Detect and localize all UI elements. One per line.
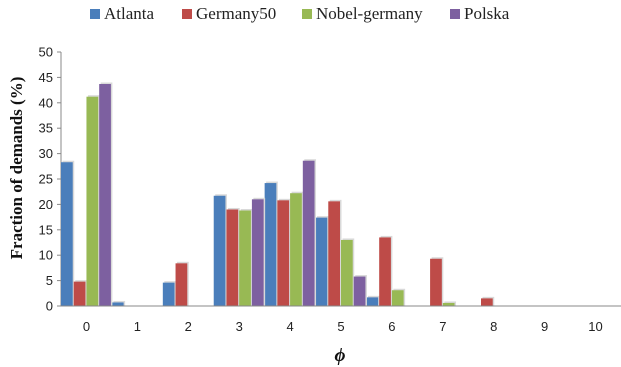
bar bbox=[239, 210, 251, 306]
y-tick-label: 10 bbox=[39, 248, 53, 263]
x-tick-label: 5 bbox=[337, 319, 344, 334]
legend-label: Atlanta bbox=[104, 4, 154, 23]
y-tick-label: 35 bbox=[39, 121, 53, 136]
legend-item: Atlanta bbox=[90, 4, 154, 23]
y-tick-label: 20 bbox=[39, 197, 53, 212]
bar bbox=[290, 193, 302, 306]
y-axis-ticks: 0 5 10 15 20 25 30 35 40 45 50 bbox=[39, 45, 61, 314]
y-axis-label: Fraction of demands (%) bbox=[7, 77, 26, 260]
bar bbox=[264, 183, 277, 306]
bar bbox=[328, 201, 340, 306]
legend-label: Polska bbox=[464, 4, 510, 23]
bar bbox=[302, 160, 315, 306]
x-axis-label: ϕ bbox=[335, 345, 346, 366]
legend-swatch bbox=[450, 9, 460, 19]
y-tick-label: 50 bbox=[39, 45, 53, 60]
legend-swatch bbox=[182, 9, 192, 19]
bar bbox=[379, 237, 391, 306]
x-tick-label: 3 bbox=[236, 319, 243, 334]
x-tick-label: 7 bbox=[439, 319, 446, 334]
legend-swatch bbox=[302, 9, 312, 19]
bar bbox=[213, 195, 226, 306]
y-tick-label: 45 bbox=[39, 70, 53, 85]
y-tick-label: 15 bbox=[39, 222, 53, 237]
bar bbox=[430, 258, 442, 306]
y-tick-label: 0 bbox=[46, 299, 53, 314]
x-tick-label: 8 bbox=[490, 319, 497, 334]
bar bbox=[226, 209, 239, 306]
x-axis-ticks: 0 1 2 3 4 5 6 7 8 9 10 bbox=[83, 319, 603, 334]
plot-area bbox=[60, 52, 621, 307]
y-tick-label: 25 bbox=[39, 172, 53, 187]
y-tick-label: 30 bbox=[39, 146, 53, 161]
bar bbox=[366, 297, 379, 306]
bar bbox=[251, 199, 264, 306]
legend-label: Nobel-germany bbox=[316, 4, 423, 23]
x-tick-label: 0 bbox=[83, 319, 90, 334]
x-tick-label: 6 bbox=[388, 319, 395, 334]
bar bbox=[481, 298, 493, 306]
legend: Atlanta Germany50 Nobel-germany Polska bbox=[90, 4, 510, 23]
x-tick-label: 9 bbox=[541, 319, 548, 334]
legend-label: Germany50 bbox=[196, 4, 276, 23]
x-tick-label: 2 bbox=[185, 319, 192, 334]
legend-item: Nobel-germany bbox=[302, 4, 423, 23]
legend-swatch bbox=[90, 9, 100, 19]
y-tick-label: 5 bbox=[46, 273, 53, 288]
bar bbox=[175, 263, 188, 306]
bar bbox=[442, 302, 455, 306]
bar bbox=[99, 84, 111, 306]
x-tick-label: 10 bbox=[588, 319, 602, 334]
bar bbox=[391, 290, 404, 306]
bar bbox=[277, 200, 290, 306]
y-tick-label: 40 bbox=[39, 95, 53, 110]
bar bbox=[73, 281, 86, 306]
x-tick-label: 1 bbox=[134, 319, 141, 334]
bar bbox=[162, 282, 175, 306]
bar bbox=[315, 217, 328, 306]
x-tick-label: 4 bbox=[286, 319, 293, 334]
legend-item: Germany50 bbox=[182, 4, 276, 23]
bar bbox=[86, 96, 99, 306]
bar bbox=[341, 239, 353, 306]
legend-item: Polska bbox=[450, 4, 510, 23]
bar bbox=[61, 162, 73, 306]
bar bbox=[111, 302, 124, 306]
bar bbox=[353, 276, 366, 306]
